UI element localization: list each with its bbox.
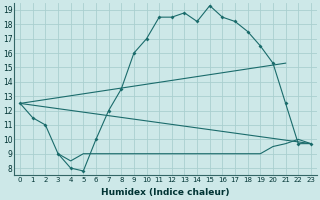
X-axis label: Humidex (Indice chaleur): Humidex (Indice chaleur) — [101, 188, 230, 197]
